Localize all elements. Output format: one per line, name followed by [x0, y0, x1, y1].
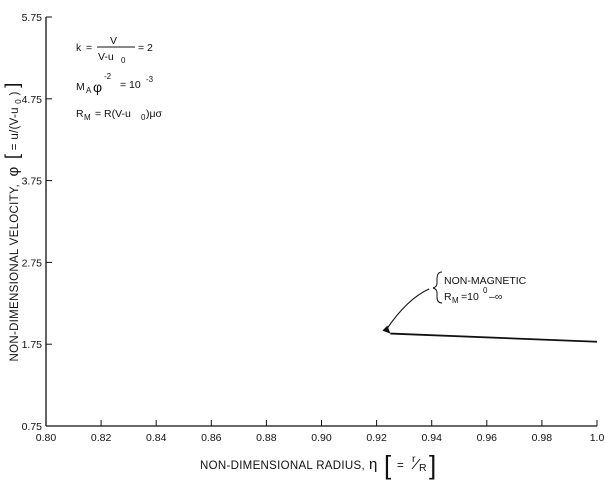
y-tick-label: 0.75 — [22, 421, 43, 433]
param-ma-lhs: M — [76, 81, 85, 93]
param-rm-eq: = R(V-u — [95, 108, 131, 120]
y-tick-label: 2.75 — [22, 257, 43, 269]
y-axis-label-eq: = u/(V-u — [9, 107, 21, 150]
x-axis-label-eq: = — [397, 460, 404, 472]
annotation-arrowhead — [382, 325, 391, 334]
annotation-rm-lhs: R — [444, 291, 452, 303]
param-rm-eq-end: )μσ — [146, 108, 163, 120]
param-ma-val-exp: -3 — [146, 75, 154, 84]
y-axis-label: NON-DIMENSIONAL VELOCITY, φ [ = u/(V-u 0… — [2, 82, 24, 361]
x-axis-label-close-bracket: ] — [429, 450, 436, 480]
param-ma-sub: A — [86, 86, 92, 95]
y-tick-label: 3.75 — [22, 176, 43, 188]
annotation-rm-sub: M — [452, 296, 459, 305]
curve-annotation: NON-MAGNETIC R M =10 0 –∞ — [382, 271, 527, 334]
x-axis-label-open-bracket: [ — [384, 450, 392, 480]
svg-text:NON-DIMENSIONAL VELOCITY,: NON-DIMENSIONAL VELOCITY, φ [ = u/(V-u 0… — [2, 82, 24, 361]
x-axis-label-symbol: η — [369, 456, 378, 473]
x-tick-label: 0.94 — [421, 432, 442, 444]
param-rm-sub: M — [84, 113, 91, 122]
annotation-rm-exp: 0 — [483, 286, 488, 295]
param-k-lhs: k — [76, 42, 82, 54]
x-tick-label: 0.96 — [477, 432, 498, 444]
param-k-num: V — [110, 35, 117, 47]
x-axis-label-r: r — [412, 453, 416, 465]
x-axis-label-R: R — [419, 462, 427, 474]
y-axis-label-sub: 0 — [14, 99, 23, 104]
param-ma-phi: φ — [93, 79, 102, 95]
series-line — [390, 332, 598, 343]
x-tick-label: 0.92 — [366, 432, 387, 444]
y-axis-label-symbol: φ — [5, 167, 22, 177]
y-axis-label-close: ) — [9, 91, 21, 95]
x-tick-label: 0.82 — [91, 432, 112, 444]
annotation-line1: NON-MAGNETIC — [444, 275, 527, 287]
param-rm-eq-sub: 0 — [141, 113, 146, 122]
x-tick-label: 0.98 — [532, 432, 553, 444]
y-axis-label-open-bracket: [ — [2, 154, 22, 159]
annotation-brace — [432, 271, 443, 304]
parameter-block: k = V V-u 0 = 2 M A φ -2 = 10 -3 R M = R… — [76, 35, 163, 122]
x-tick-label: 0.84 — [146, 432, 167, 444]
y-tick-label: 1.75 — [22, 339, 43, 351]
x-tick-label: 0.90 — [311, 432, 332, 444]
param-k-value: = 2 — [138, 42, 153, 54]
x-axis-label: NON-DIMENSIONAL RADIUS, η [ = r R ] — [200, 450, 436, 480]
x-axis-label-slash — [411, 458, 421, 470]
param-ma-eq: = 10 — [120, 79, 141, 91]
annotation-rm-tail: –∞ — [489, 291, 502, 303]
x-tick-label: 0.80 — [36, 432, 57, 444]
series-layer — [390, 332, 598, 343]
y-axis-label-close-bracket: ] — [2, 82, 22, 87]
y-tick-label: 4.75 — [22, 94, 43, 106]
x-tick-label: 1.0 — [590, 432, 605, 444]
x-tick-label: 0.88 — [256, 432, 277, 444]
y-axis-label-main: NON-DIMENSIONAL VELOCITY, — [9, 184, 21, 361]
param-k-den-sub: 0 — [121, 56, 126, 65]
x-axis-label-main: NON-DIMENSIONAL RADIUS, — [200, 460, 365, 472]
param-ma-exp: -2 — [104, 72, 112, 81]
y-tick-label: 5.75 — [22, 12, 43, 24]
param-k-den: V-u — [98, 51, 114, 63]
annotation-arrow — [385, 288, 430, 330]
annotation-rm-eq: =10 — [461, 291, 479, 303]
param-k-eq: = — [86, 42, 92, 54]
x-axis-ticks: 0.80 0.82 0.84 0.86 0.88 0.90 0.92 0.94 0.96 0.98… — [36, 420, 605, 444]
param-rm-lhs: R — [76, 108, 84, 120]
y-axis-ticks: 0.75 1.75 2.75 3.75 4.75 5.75 — [22, 12, 52, 433]
x-tick-label: 0.86 — [201, 432, 222, 444]
